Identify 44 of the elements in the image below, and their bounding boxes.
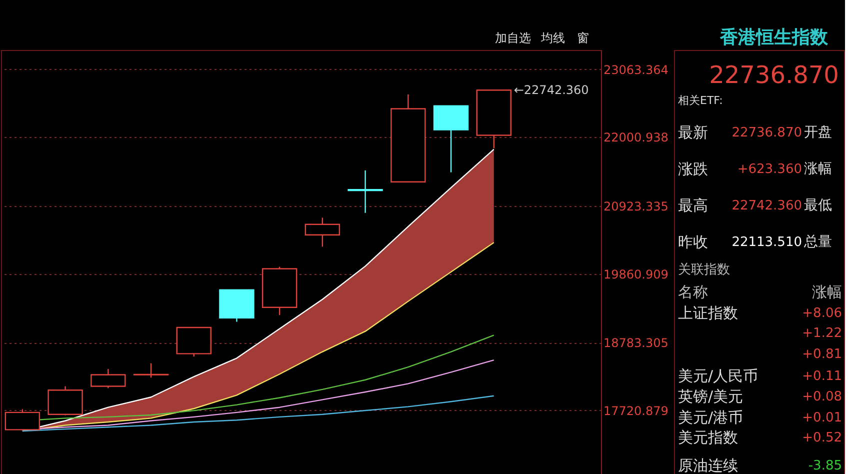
y-tick-label: 19860.909: [604, 267, 668, 282]
text: +1.22: [802, 326, 842, 342]
text: 美元/港币: [678, 408, 744, 426]
text: 最新: [678, 124, 708, 142]
annotation: ←22742.360: [514, 82, 589, 97]
text: 开盘: [804, 124, 832, 141]
text: 涨幅: [812, 282, 842, 301]
text: 原油连续: [678, 456, 738, 474]
text: 涨幅: [804, 160, 832, 177]
y-tick-label: 20923.335: [604, 199, 668, 214]
text: 涨跌: [678, 160, 708, 178]
text: +8.06: [802, 306, 842, 321]
text: 名称: [678, 282, 708, 301]
text: 昨收: [678, 232, 708, 251]
text: 均线: [540, 31, 565, 45]
text: 关联指数: [678, 262, 730, 278]
text: +0.01: [802, 410, 842, 426]
text: +0.11: [802, 369, 842, 384]
text: 总量: [803, 234, 832, 250]
text: +0.08: [802, 389, 842, 404]
text: 上证指数: [678, 304, 738, 322]
text: 最低: [804, 197, 832, 214]
candlestick: [348, 170, 383, 214]
text: 22736.870: [709, 60, 839, 89]
y-tick-label: 17720.879: [604, 404, 668, 418]
y-tick-label: 22000.938: [604, 130, 668, 145]
text: 相关ETF:: [678, 94, 723, 107]
text: 香港恒生指数: [719, 27, 829, 48]
text: 美元/人民币: [678, 367, 758, 386]
text: 22742.360: [732, 198, 802, 214]
text: 加自选: [495, 31, 531, 45]
text: 最高: [678, 196, 708, 214]
candlestick: [133, 362, 169, 378]
text: -3.85: [808, 458, 842, 474]
text: 22113.510: [732, 234, 802, 250]
y-tick-label: 18783.305: [604, 336, 668, 350]
text: 窗: [577, 31, 589, 45]
text: +0.81: [802, 347, 842, 362]
text: +0.52: [802, 430, 842, 446]
text: 英镑/美元: [678, 387, 744, 406]
y-tick-label: 23063.364: [604, 62, 668, 77]
text: 22736.870: [732, 126, 802, 141]
text: 美元指数: [678, 428, 738, 447]
text: +623.360: [737, 162, 802, 177]
